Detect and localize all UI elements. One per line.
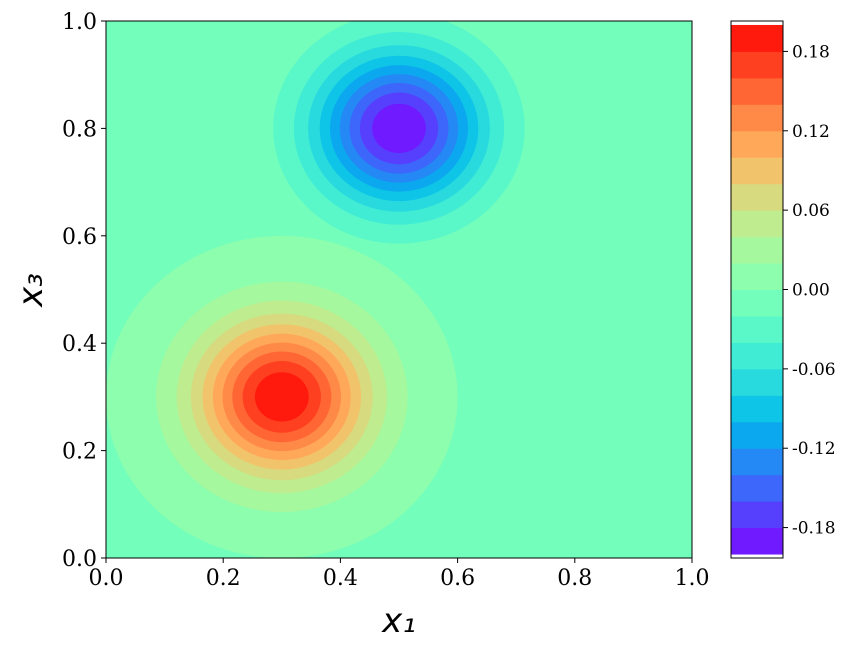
x-tick-label: 1.0 <box>675 566 710 591</box>
colorbar-band <box>731 236 783 264</box>
colorbar-band <box>731 421 783 449</box>
colorbar-band <box>731 157 783 185</box>
y-tick-label: 0.2 <box>62 440 97 465</box>
colorbar-band <box>731 104 783 132</box>
colorbar-tick-label: 0.18 <box>792 42 830 62</box>
colorbar-band <box>731 24 783 52</box>
y-tick-label: 0.6 <box>62 225 97 250</box>
colorbar-band <box>731 130 783 158</box>
colorbar-band <box>731 51 783 79</box>
plot-frame <box>105 20 693 559</box>
contour-band <box>254 372 309 422</box>
colorbar-tick-label: -0.06 <box>792 360 836 380</box>
contour-field <box>106 21 692 558</box>
y-axis-label: x₃ <box>11 273 51 308</box>
y-tick-label: 1.0 <box>62 10 97 35</box>
colorbar-tick-label: 0.12 <box>792 122 830 142</box>
y-tick-label: 0.8 <box>62 117 97 142</box>
colorbar-tick-label: 0.06 <box>792 201 830 221</box>
colorbar-band <box>731 210 783 238</box>
colorbar-band <box>731 263 783 290</box>
y-tick-label: 0.4 <box>62 332 97 357</box>
x-tick-label: 0.8 <box>557 566 592 591</box>
y-tick-label: 0.0 <box>62 547 97 572</box>
colorbar-tick-label: -0.18 <box>792 519 836 539</box>
x-tick-label: 0.2 <box>206 566 241 591</box>
colorbar-band <box>731 315 783 343</box>
x-tick-label: 0.4 <box>323 566 358 591</box>
colorbar-tick-label: -0.12 <box>792 439 836 459</box>
colorbar-band <box>731 527 783 555</box>
colorbar-band <box>731 448 783 476</box>
colorbar-tick-label: 0.00 <box>792 281 830 301</box>
colorbar-band <box>731 368 783 396</box>
colorbar-band <box>731 289 783 317</box>
colorbar-band <box>731 183 783 211</box>
colorbar-band <box>731 77 783 105</box>
x-axis-label: x₁ <box>381 601 416 641</box>
x-tick-label: 0.0 <box>89 566 124 591</box>
colorbar-band <box>731 474 783 502</box>
contour-band <box>372 103 426 154</box>
colorbar-band <box>731 395 783 423</box>
colorbar-band <box>731 342 783 370</box>
colorbar-band <box>731 501 783 529</box>
x-tick-label: 0.6 <box>440 566 475 591</box>
